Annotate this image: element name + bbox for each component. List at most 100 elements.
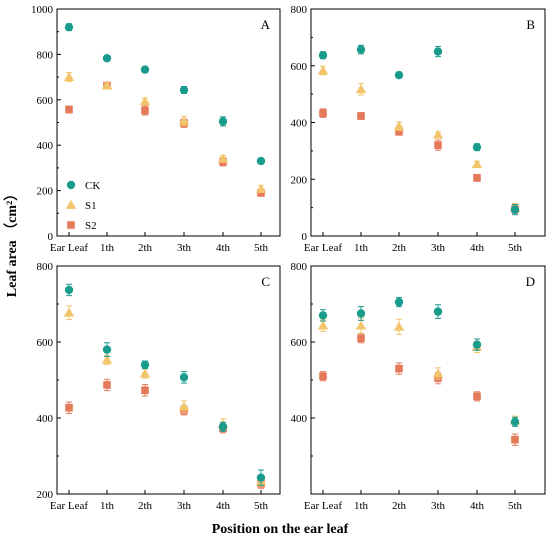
legend: CK S1 S2 (65, 180, 100, 232)
y-tick-label: 0 (302, 231, 308, 243)
x-tick-label: 1th (354, 500, 369, 512)
x-tick-label: 1th (100, 242, 115, 254)
data-point-ck (394, 297, 404, 307)
data-point-s1 (178, 115, 190, 125)
y-tick-label: 600 (37, 337, 54, 349)
data-point-s1 (139, 368, 151, 378)
chart-panel-b: 0 200 400 600 800 Ear Leaf 1th 2th 3th 4th 5th B (291, 4, 546, 254)
data-point-s2 (511, 435, 519, 444)
data-point-s2 (473, 174, 481, 182)
data-point-ck (318, 51, 328, 60)
data-point-s1 (63, 71, 75, 81)
x-tick-label: 2th (392, 242, 407, 254)
data-point-s1 (471, 159, 483, 169)
legend-marker-ck (66, 180, 76, 190)
data-point-ck (140, 360, 150, 369)
y-tick-label: 0 (48, 231, 54, 243)
y-tick-label: 800 (37, 49, 54, 61)
x-tick-label: 2th (138, 242, 153, 254)
panel-label: C (261, 274, 270, 289)
data-point-s1 (139, 96, 151, 106)
x-tick-label: 3th (431, 500, 446, 512)
plot-frame (310, 265, 546, 495)
x-tick-label: 5th (254, 500, 269, 512)
data-point-s1 (217, 153, 229, 163)
data-point-s2 (395, 364, 403, 373)
y-tick-label: 200 (291, 174, 308, 186)
legend-label-s2: S2 (85, 220, 97, 232)
x-axis-label: Position on the ear leaf (212, 522, 349, 537)
x-tick-label: Ear Leaf (304, 242, 342, 254)
data-point-s1 (393, 321, 405, 331)
data-point-s1 (178, 401, 190, 411)
x-tick-label: 1th (354, 242, 369, 254)
data-point-s1 (355, 320, 367, 330)
x-tick-label: 2th (138, 500, 153, 512)
x-tick-label: 5th (254, 242, 269, 254)
data-point-s1 (317, 320, 329, 330)
y-tick-label: 400 (37, 413, 54, 425)
data-point-s2 (357, 334, 365, 342)
series-s2 (319, 108, 519, 214)
data-point-s2 (395, 128, 403, 136)
data-point-s2 (141, 386, 149, 395)
chart-panel-d: 400 600 800 Ear Leaf 1th 2th 3th 4th 5th D (291, 261, 546, 512)
y-tick-label: 400 (291, 118, 308, 130)
data-point-s1 (393, 120, 405, 131)
data-point-s1 (317, 65, 329, 75)
y-tick-label: 600 (37, 95, 54, 107)
data-point-s2 (357, 112, 365, 120)
x-tick-label: Ear Leaf (304, 500, 342, 512)
y-tick-label: 800 (291, 261, 308, 273)
data-point-s1 (432, 129, 444, 139)
x-tick-label: 5th (508, 500, 523, 512)
data-point-ck (356, 45, 366, 54)
data-point-s2 (473, 392, 481, 401)
legend-label-ck: CK (85, 180, 100, 192)
data-point-s1 (101, 354, 113, 364)
data-point-ck (510, 205, 520, 214)
chart-panel-a: 0 200 400 600 800 1000 Ear Leaf 1th 2th 3th 4th 5th… (31, 4, 281, 254)
data-point-s2 (319, 372, 327, 380)
data-point-ck (218, 422, 228, 431)
y-tick-label: 800 (291, 4, 308, 16)
data-point-ck (394, 70, 404, 80)
data-point-ck (472, 142, 482, 152)
y-tick-label: 600 (291, 61, 308, 73)
y-tick-label: 800 (37, 261, 54, 273)
plot-frame (310, 8, 546, 237)
data-point-ck (256, 156, 266, 166)
data-point-s2 (141, 106, 149, 115)
y-tick-label: 200 (37, 489, 54, 501)
data-point-ck (433, 47, 443, 56)
legend-marker-s1 (65, 199, 77, 209)
data-point-ck (140, 65, 150, 74)
x-tick-label: 5th (508, 242, 523, 254)
data-point-s2 (65, 403, 73, 412)
series-s1 (317, 317, 521, 426)
series-s1 (63, 305, 267, 487)
x-tick-label: 2th (392, 500, 407, 512)
data-point-ck (179, 85, 189, 95)
legend-marker-s2 (67, 221, 75, 229)
x-tick-label: 1th (100, 500, 115, 512)
data-point-s2 (103, 381, 111, 389)
data-point-ck (318, 311, 328, 320)
chart-panel-c: 200 400 600 800 Ear Leaf 1th 2th 3th 4th 5th C (37, 261, 281, 512)
data-point-ck (64, 22, 74, 32)
series-ck (64, 22, 266, 166)
data-point-s1 (255, 183, 267, 193)
y-tick-label: 1000 (31, 4, 54, 16)
x-tick-label: Ear Leaf (50, 242, 88, 254)
panel-label: D (526, 274, 535, 289)
data-point-s1 (63, 307, 75, 317)
y-tick-label: 400 (37, 140, 54, 152)
data-point-s2 (434, 141, 442, 149)
y-axis-label: Leaf area （cm²） (4, 187, 20, 297)
series-s2 (65, 378, 265, 489)
data-point-ck (218, 117, 228, 126)
x-tick-label: 3th (177, 242, 192, 254)
x-tick-label: 4th (216, 242, 231, 254)
data-point-s1 (101, 80, 113, 90)
